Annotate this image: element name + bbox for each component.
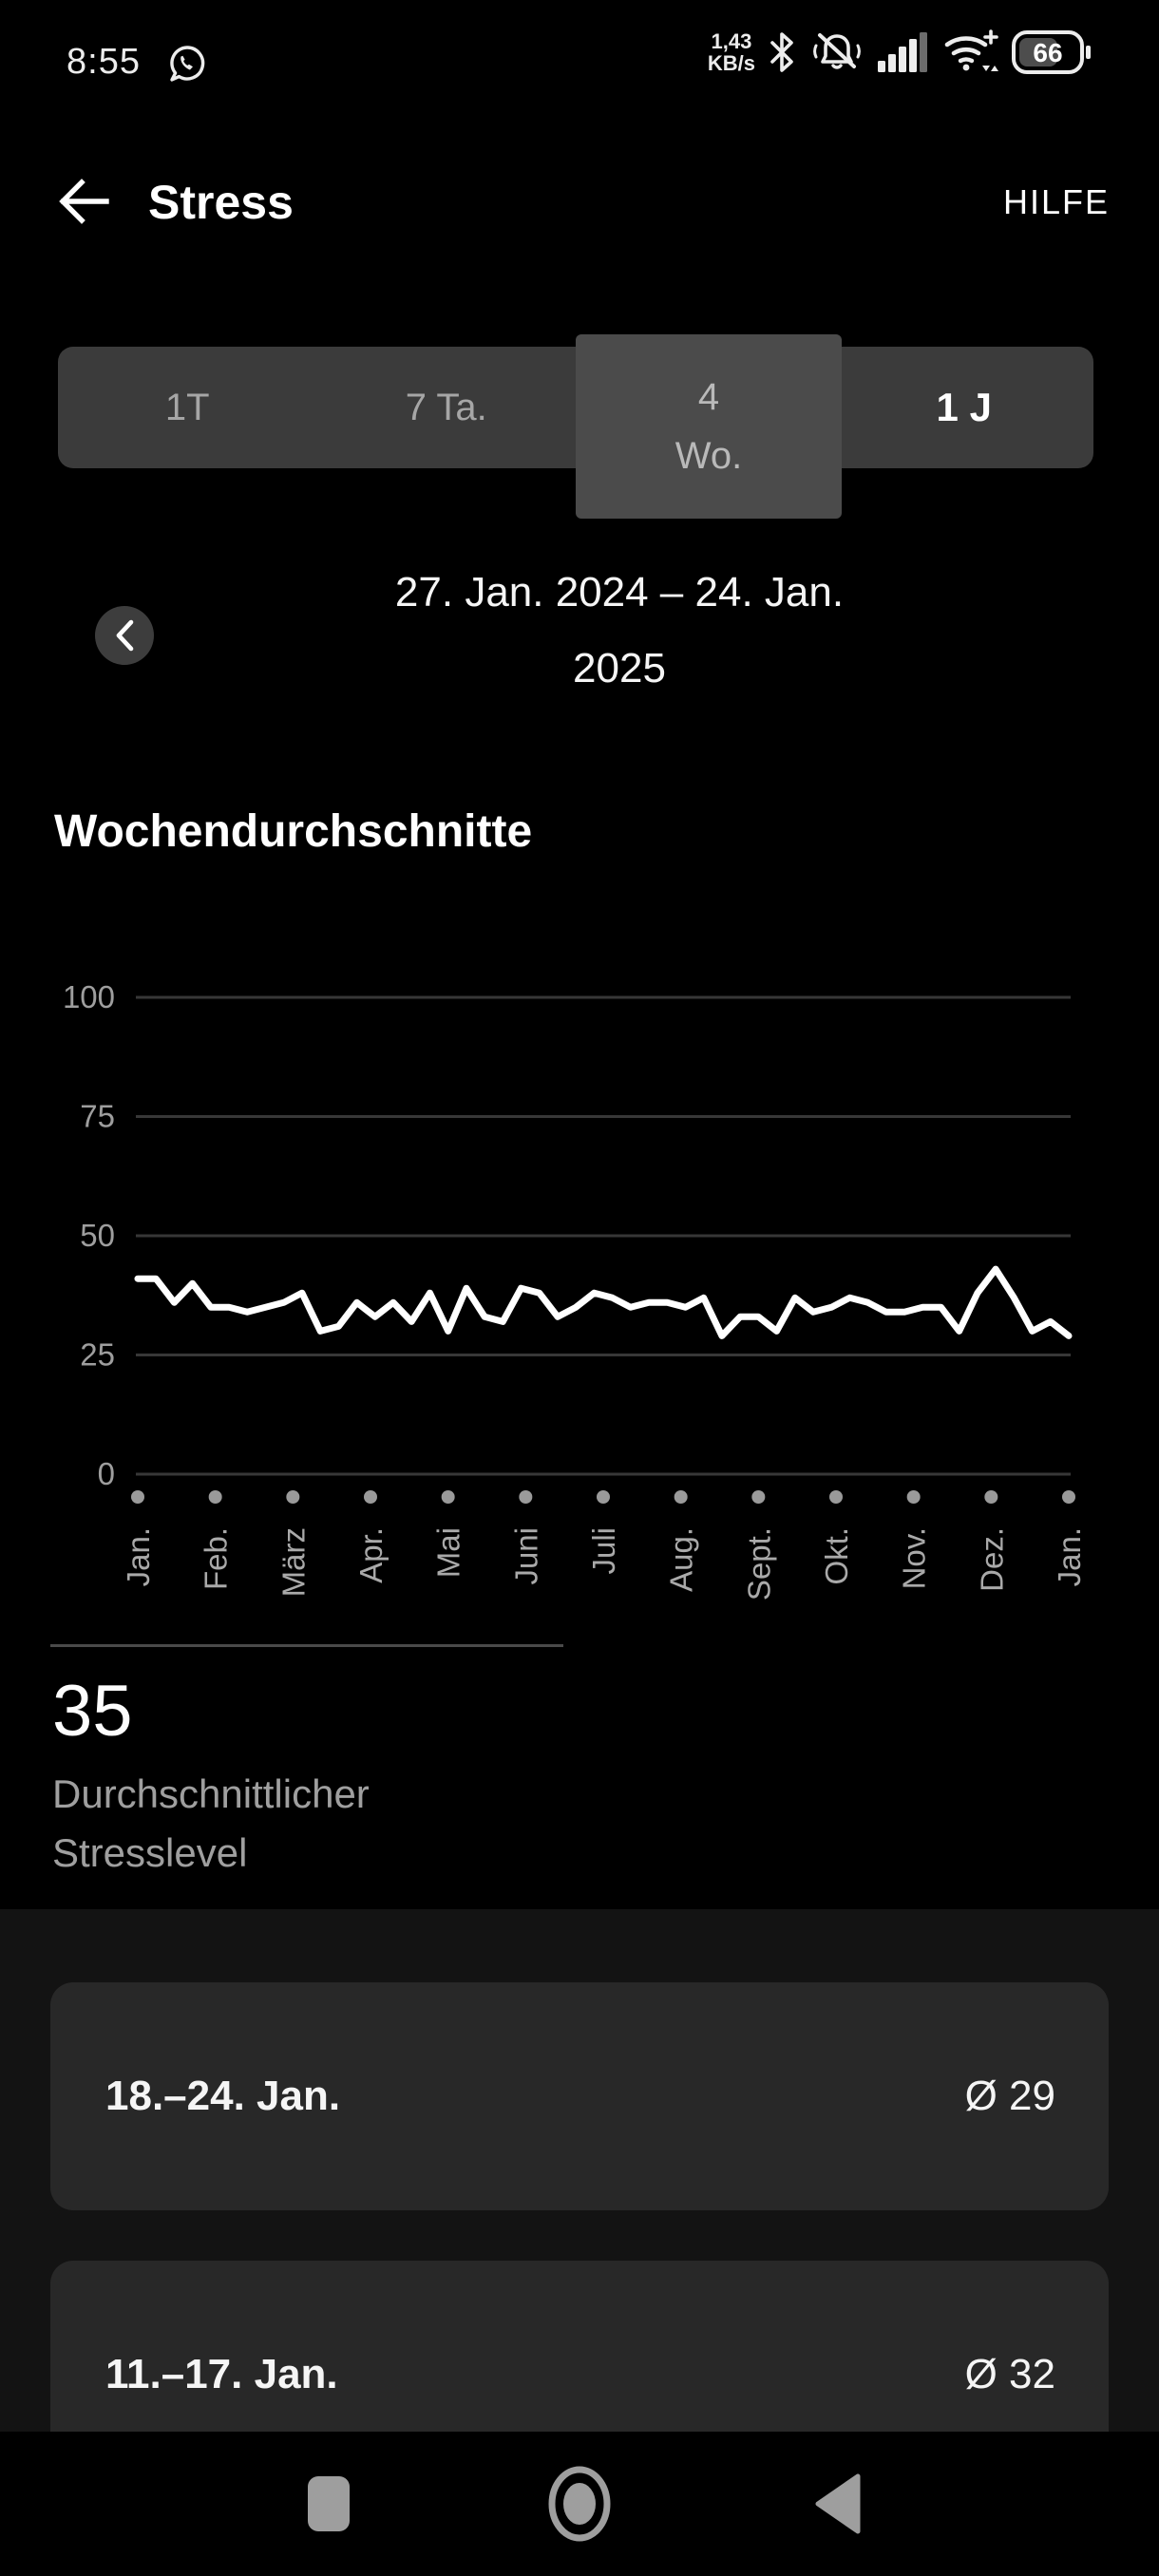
range-tab-7ta[interactable]: 7 Ta. <box>405 386 487 428</box>
x-tick-dot <box>1062 1490 1075 1504</box>
section-title: Wochendurchschnitte <box>54 806 533 857</box>
x-tick-dot <box>441 1490 455 1504</box>
x-tick-dot <box>751 1490 766 1504</box>
stress-line-series <box>134 1265 1073 1339</box>
x-tick-label: Apr. <box>353 1527 389 1583</box>
x-tick-dot <box>597 1490 610 1504</box>
x-tick-dot <box>984 1490 998 1504</box>
recents-button[interactable] <box>285 2432 372 2576</box>
date-range-label: 27. Jan. 2024 – 24. Jan. 2025 <box>200 555 1039 707</box>
mute-icon <box>813 33 861 69</box>
chevron-left-icon <box>116 619 134 652</box>
back-button[interactable] <box>49 169 118 234</box>
page-title: Stress <box>148 176 294 229</box>
x-tick-label: Jan. <box>121 1527 156 1586</box>
y-tick-label: 25 <box>80 1337 115 1373</box>
average-stress-label-line2: Stresslevel <box>52 1830 248 1875</box>
x-tick-label: Mai <box>431 1527 466 1578</box>
x-tick-label: Dez. <box>974 1527 1009 1592</box>
network-speed-unit: KB/s <box>707 51 755 75</box>
range-tab-4wo[interactable]: 4 Wo. <box>576 334 842 519</box>
wifi-icon <box>944 29 998 71</box>
home-button[interactable] <box>536 2432 623 2576</box>
range-tab-1t[interactable]: 1T <box>164 386 210 428</box>
previous-period-button[interactable] <box>95 606 154 665</box>
x-tick-label: Okt. <box>819 1527 854 1585</box>
battery-level: 66 <box>1033 38 1062 67</box>
x-tick-dot <box>829 1490 843 1504</box>
network-speed-indicator: 1,43 KB/s <box>708 30 755 74</box>
back-arrow-icon <box>59 179 109 224</box>
date-range-line1: 27. Jan. 2024 – 24. Jan. <box>394 569 845 616</box>
x-tick-label: Sept. <box>741 1527 776 1601</box>
android-navigation-bar <box>0 2432 1159 2576</box>
x-tick-label: Juni <box>508 1527 543 1585</box>
x-tick-dot <box>286 1490 300 1504</box>
x-tick-label: März <box>276 1527 311 1597</box>
recents-square-icon <box>308 2476 350 2531</box>
range-tab-4wo-line2: Wo. <box>674 435 743 477</box>
network-speed-value: 1,43 <box>711 29 752 53</box>
average-stress-label-line1: Durchschnittlicher <box>52 1771 370 1816</box>
x-tick-label: Jan. <box>1052 1527 1087 1586</box>
x-tick-label: Juli <box>586 1527 621 1575</box>
week-average-value: Ø 32 <box>964 2351 1055 2397</box>
week-range-label: 11.–17. Jan. <box>105 2351 338 2397</box>
x-tick-label: Aug. <box>664 1527 699 1592</box>
help-button[interactable]: HILFE <box>1002 182 1110 221</box>
status-clock: 8:55 <box>66 42 141 82</box>
average-stress-label: Durchschnittlicher Stresslevel <box>52 1765 584 1883</box>
date-range-line2: 2025 <box>573 645 666 691</box>
y-tick-label: 0 <box>98 1456 115 1491</box>
status-icons: 1,43 KB/s <box>708 0 1092 104</box>
x-tick-dot <box>364 1490 377 1504</box>
x-tick-dot <box>906 1490 921 1504</box>
week-average-value: Ø 29 <box>964 2073 1055 2119</box>
back-triangle-icon <box>815 2473 861 2534</box>
week-range-label: 18.–24. Jan. <box>105 2073 341 2119</box>
y-tick-label: 75 <box>80 1099 115 1134</box>
average-stress-value: 35 <box>52 1671 133 1752</box>
range-tab-1j[interactable]: 1 J <box>936 385 992 429</box>
battery-icon: 66 <box>1012 30 1091 74</box>
range-tab-4wo-line1: 4 <box>697 376 720 418</box>
x-tick-dot <box>131 1490 144 1504</box>
status-bar: 8:55 1,43 KB/s <box>0 0 1159 104</box>
x-tick-label: Nov. <box>897 1527 932 1589</box>
week-list-item[interactable]: 18.–24. Jan. Ø 29 <box>50 1982 1109 2210</box>
x-tick-label: Feb. <box>199 1527 234 1590</box>
x-tick-dot <box>208 1490 222 1504</box>
home-circle-icon <box>548 2466 611 2542</box>
x-tick-dot <box>519 1490 533 1504</box>
weekly-average-line-chart: 0 25 50 75 100 Jan. Feb. März Apr. Mai Juni Juli Aug… <box>63 979 1087 1601</box>
bluetooth-icon <box>770 32 793 72</box>
x-tick-dot <box>674 1490 688 1504</box>
whatsapp-icon <box>170 46 205 82</box>
back-nav-button[interactable] <box>794 2432 882 2576</box>
signal-icon <box>878 32 927 72</box>
y-tick-label: 50 <box>80 1218 115 1253</box>
y-tick-label: 100 <box>63 979 115 1014</box>
summary-divider <box>50 1644 563 1647</box>
